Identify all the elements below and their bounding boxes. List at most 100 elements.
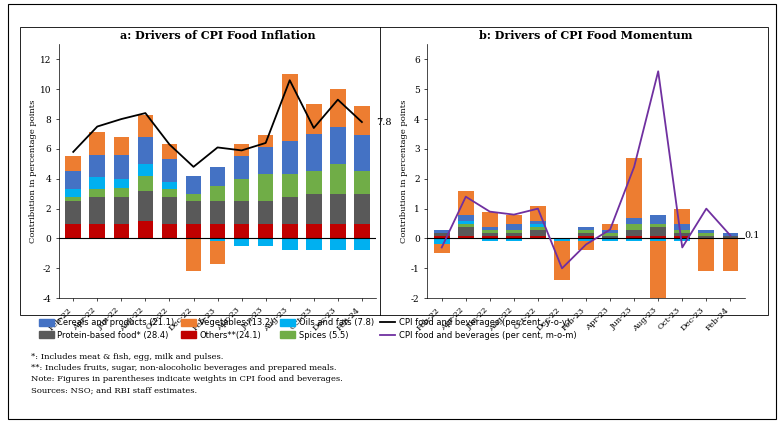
Bar (626, 236, 642, 239)
Bar (651, 239, 666, 242)
Bar (651, 242, 666, 301)
Bar (186, 224, 201, 239)
Bar (114, 188, 129, 197)
Bar (65, 171, 81, 189)
Bar (506, 224, 521, 230)
Bar (186, 176, 201, 194)
Bar (458, 220, 474, 224)
Bar (482, 233, 498, 236)
Bar (530, 227, 546, 230)
Bar (330, 194, 346, 224)
Bar (579, 242, 593, 250)
Bar (234, 144, 249, 157)
Bar (162, 182, 177, 189)
Bar (674, 230, 690, 233)
Bar (89, 132, 105, 155)
Bar (65, 197, 81, 201)
Bar (137, 220, 153, 239)
Bar (699, 230, 714, 233)
Bar (162, 189, 177, 197)
Bar (651, 224, 666, 227)
Bar (699, 236, 714, 239)
Bar (602, 233, 618, 236)
Bar (282, 74, 298, 141)
Bar (282, 141, 298, 174)
Bar (162, 144, 177, 159)
Bar (306, 104, 321, 134)
Bar (210, 239, 225, 242)
Bar (114, 197, 129, 224)
Bar (162, 159, 177, 182)
Bar (458, 227, 474, 236)
Bar (330, 126, 346, 164)
Bar (137, 137, 153, 164)
Bar (554, 239, 570, 242)
Bar (234, 224, 249, 239)
Bar (306, 134, 321, 171)
Bar (434, 233, 449, 236)
Title: b: Drivers of CPI Food Momentum: b: Drivers of CPI Food Momentum (479, 30, 693, 41)
Bar (554, 242, 570, 280)
Bar (699, 239, 714, 271)
Bar (137, 115, 153, 137)
Bar (210, 224, 225, 239)
Bar (210, 167, 225, 186)
Bar (482, 212, 498, 227)
Bar (114, 179, 129, 188)
Bar (651, 227, 666, 236)
Bar (506, 230, 521, 233)
Bar (306, 171, 321, 194)
Bar (506, 236, 521, 239)
Bar (65, 201, 81, 224)
Bar (258, 239, 274, 246)
Bar (137, 191, 153, 220)
Bar (674, 233, 690, 236)
Bar (723, 239, 739, 271)
Bar (602, 236, 618, 239)
Bar (530, 236, 546, 239)
Bar (651, 214, 666, 224)
Bar (626, 224, 642, 230)
Bar (114, 224, 129, 239)
Bar (282, 174, 298, 197)
Bar (137, 176, 153, 191)
Bar (306, 194, 321, 224)
Bar (506, 239, 521, 242)
Bar (65, 224, 81, 239)
Bar (434, 244, 449, 253)
Bar (506, 214, 521, 224)
Bar (674, 224, 690, 230)
Bar (234, 239, 249, 246)
Bar (579, 239, 593, 242)
Bar (258, 174, 274, 201)
Bar (89, 197, 105, 224)
Bar (674, 239, 690, 242)
Bar (530, 220, 546, 224)
Bar (602, 239, 618, 242)
Bar (258, 148, 274, 174)
Bar (506, 233, 521, 236)
Bar (482, 236, 498, 239)
Bar (602, 230, 618, 233)
Y-axis label: Contribution in percentage points: Contribution in percentage points (29, 100, 37, 243)
Bar (354, 106, 370, 135)
Bar (434, 230, 449, 233)
Bar (651, 236, 666, 239)
Bar (89, 224, 105, 239)
Bar (258, 201, 274, 224)
Bar (330, 239, 346, 250)
Bar (330, 164, 346, 194)
Bar (234, 157, 249, 179)
Bar (674, 209, 690, 224)
Bar (626, 158, 642, 217)
Text: 7.8: 7.8 (376, 118, 392, 126)
Bar (579, 233, 593, 236)
Bar (626, 217, 642, 224)
Bar (354, 171, 370, 194)
Bar (89, 177, 105, 189)
Bar (458, 191, 474, 214)
Y-axis label: Contribution in percentage points: Contribution in percentage points (400, 100, 408, 243)
Bar (434, 236, 449, 239)
Bar (530, 206, 546, 220)
Bar (282, 239, 298, 250)
